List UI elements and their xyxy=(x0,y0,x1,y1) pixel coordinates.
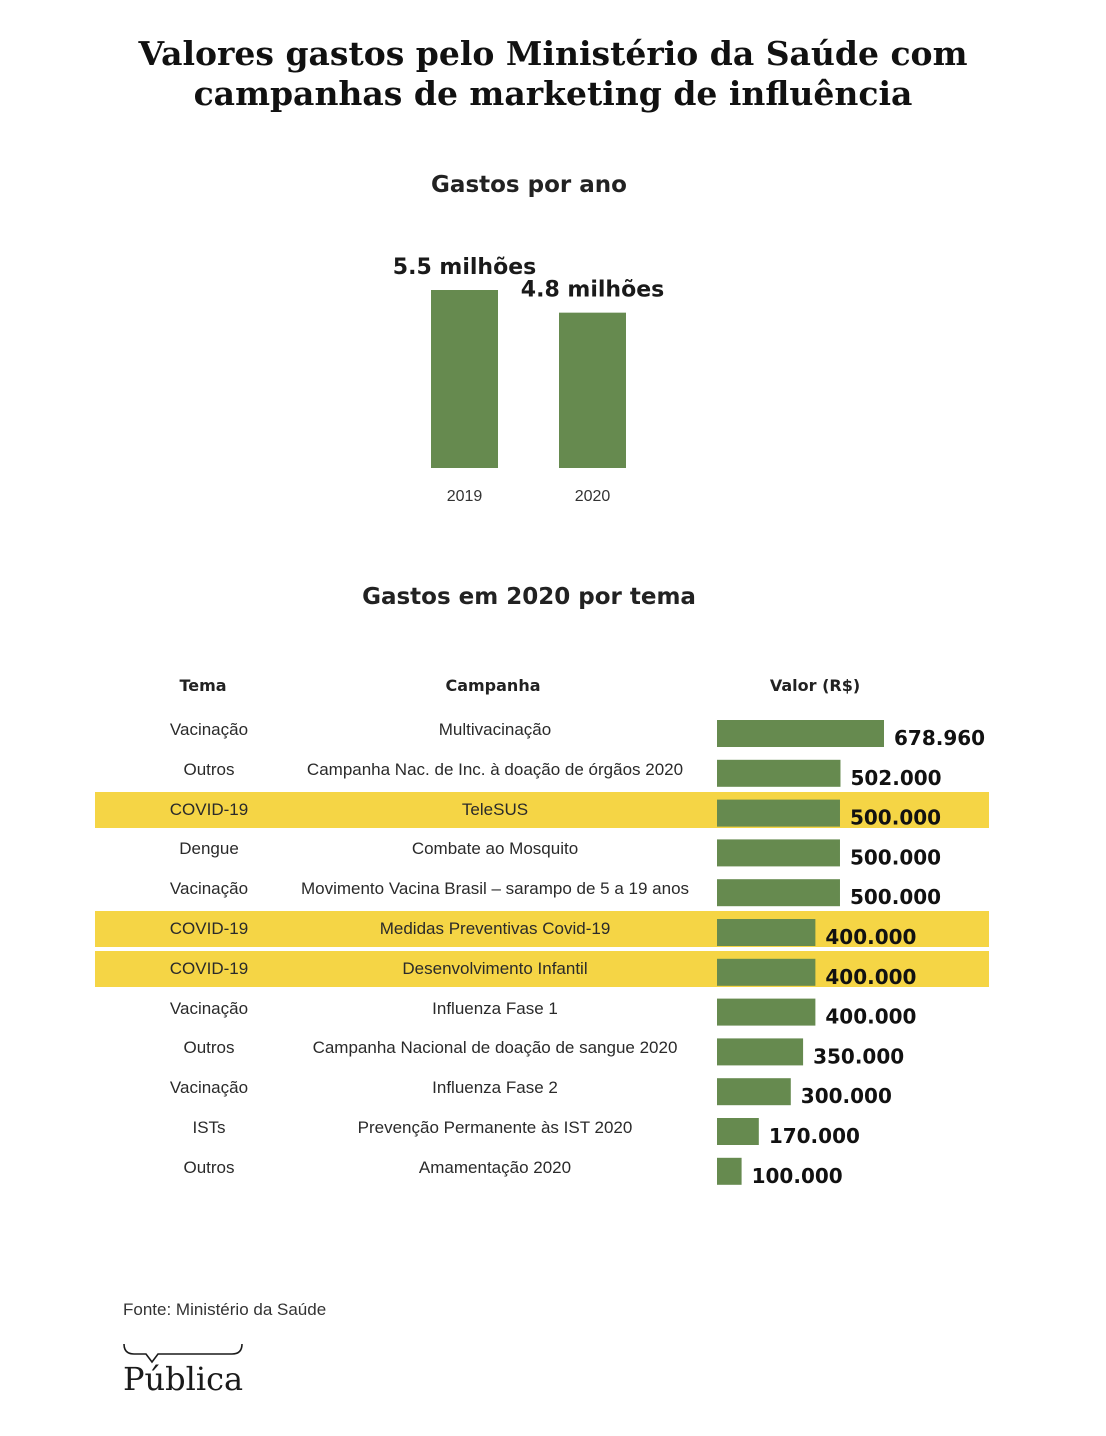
row-tema: Vacinação xyxy=(169,879,249,899)
source-note: Fonte: Ministério da Saúde xyxy=(123,1300,327,1319)
row-tema: ISTs xyxy=(192,1118,226,1137)
row-campanha: Multivacinação xyxy=(438,720,552,739)
row-tema: Dengue xyxy=(179,839,239,859)
table-row: COVID-19 Medidas Preventivas Covid-19 xyxy=(0,911,1106,947)
row-campanha: Medidas Preventivas Covid-19 xyxy=(379,919,611,938)
section-title-yearly: Gastos por ano xyxy=(431,172,627,198)
title-line-1: Valores gastos pelo Ministério da Saúde … xyxy=(138,34,968,73)
title-line-2: campanhas de marketing de influência xyxy=(193,74,913,113)
row-tema: Vacinação xyxy=(169,998,249,1018)
publica-logo: Pública xyxy=(123,1360,244,1398)
row-tema: Vacinação xyxy=(169,720,249,739)
table-row: Dengue Combate ao Mosquito xyxy=(0,831,1106,867)
table-row: Vacinação Multivacinação xyxy=(0,712,1106,748)
row-campanha: Prevenção Permanente às IST 2020 xyxy=(357,1118,633,1137)
bar-value-label: 4.8 milhões xyxy=(521,278,664,303)
table-row: Outros Campanha Nac. de Inc. à doação de … xyxy=(0,752,1106,788)
bar-2019 xyxy=(431,290,498,468)
row-tema: Outros xyxy=(183,759,235,779)
table-row: Vacinação Influenza Fase 1 xyxy=(0,991,1106,1027)
table-row: Outros Campanha Nacional de doação de san… xyxy=(0,1030,1106,1066)
table-row: Vacinação Influenza Fase 2 xyxy=(0,1070,1106,1106)
table-row: ISTs Prevenção Permanente às IST 2020 xyxy=(0,1110,1106,1146)
row-campanha: Influenza Fase 2 xyxy=(432,1078,558,1098)
highlight-band xyxy=(95,791,989,828)
highlight-band xyxy=(95,911,989,947)
table-row: Vacinação Movimento Vacina Brasil – saram… xyxy=(0,871,1106,907)
row-campanha: Movimento Vacina Brasil – sarampo de 5 a… xyxy=(300,879,690,899)
x-tick-label: 2020 xyxy=(575,488,611,505)
row-campanha: Combate ao Mosquito xyxy=(411,839,579,859)
row-tema: COVID-19 xyxy=(169,799,249,819)
row-tema: Outros xyxy=(183,1157,235,1177)
yearly-bar-chart: 5.5 milhões 2019 4.8 milhões 2020 xyxy=(393,255,664,505)
row-campanha: Campanha Nac. de Inc. à doação de órgãos… xyxy=(306,759,684,779)
section-title-by-theme: Gastos em 2020 por tema xyxy=(362,584,696,610)
row-campanha: Desenvolvimento Infantil xyxy=(402,958,588,978)
table-row: Outros Amamentação 2020 xyxy=(0,1150,1106,1186)
row-campanha: Campanha Nacional de doação de sangue 20… xyxy=(312,1038,678,1058)
row-tema: Outros xyxy=(183,1038,235,1058)
highlight-band xyxy=(95,950,989,987)
header-tema: Tema xyxy=(179,676,227,695)
row-campanha: Amamentação 2020 xyxy=(418,1157,572,1177)
header-campanha: Campanha xyxy=(445,676,541,695)
row-tema: Vacinação xyxy=(169,1078,249,1098)
row-tema: COVID-19 xyxy=(169,958,249,978)
infographic-title: Valores gastos pelo Ministério da Saúde … xyxy=(0,34,1106,114)
x-tick-label: 2019 xyxy=(447,488,483,505)
bar-2020 xyxy=(559,312,626,468)
publica-logo-bracket xyxy=(123,1343,243,1364)
header-valor: Valor (R$) xyxy=(769,676,861,695)
bar-value-label: 5.5 milhões xyxy=(393,255,536,280)
table-row: COVID-19 Desenvolvimento Infantil xyxy=(0,950,1106,987)
row-campanha: TeleSUS xyxy=(461,799,529,819)
row-tema: COVID-19 xyxy=(169,919,249,938)
row-campanha: Influenza Fase 1 xyxy=(432,998,558,1018)
table-row: COVID-19 TeleSUS xyxy=(0,791,1106,828)
